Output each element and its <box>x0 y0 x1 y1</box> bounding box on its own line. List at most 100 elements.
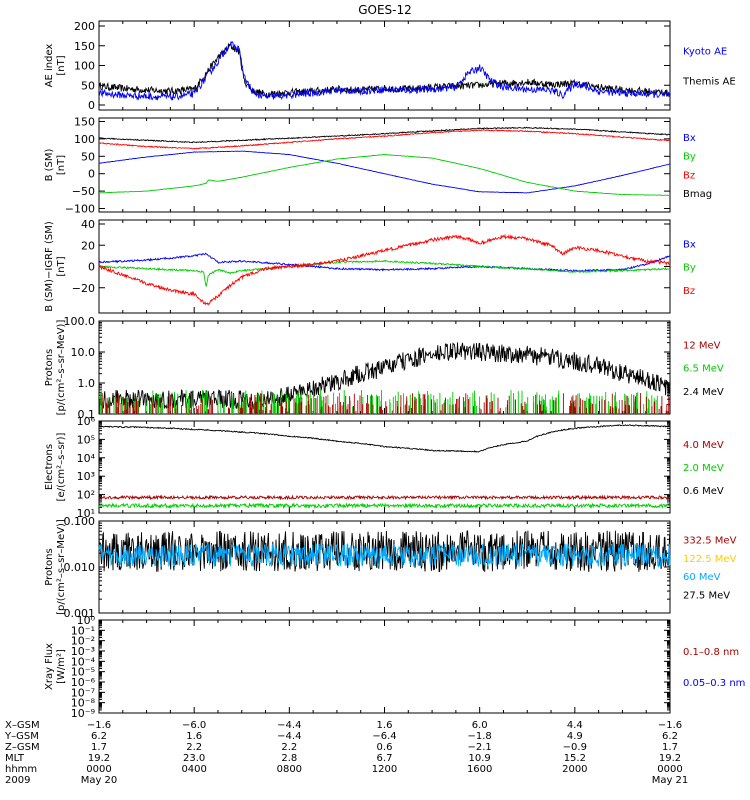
ephemeris-value: −2.1 <box>468 742 492 753</box>
series-bz <box>98 129 670 150</box>
y-tick-label: 0 <box>88 99 95 112</box>
y-tick-label: 10⁻⁷ <box>71 686 95 699</box>
ephemeris-value: 10.9 <box>469 753 491 764</box>
series-by <box>98 259 671 287</box>
panel-ae: 0 50 100 150 200 AE index [nT] Kyoto AE Themis A… <box>44 20 736 112</box>
ephemeris-value: 6.7 <box>377 753 393 764</box>
ephemeris-value: −1.6 <box>87 720 111 731</box>
ephemeris-row-label: hhmm <box>5 764 37 775</box>
y-tick-label: 10³ <box>77 470 95 483</box>
y-tick-label: 10⁻⁵ <box>71 666 95 679</box>
legend-item: 6.5 MeV <box>683 364 724 375</box>
ephemeris-row-label: Y–GSM <box>4 731 39 742</box>
y-tick-label: 100 <box>74 60 95 73</box>
ephemeris-value: −4.4 <box>277 720 301 731</box>
ephemeris-value: 2000 <box>562 764 587 775</box>
y-axis-label: B (SM)−IGRF (SM) <box>44 221 55 312</box>
ephemeris-value: 0.6 <box>377 742 393 753</box>
x-axis-ephemeris: X–GSM −1.6 −6.0 −4.4 1.6 6.0 4.4 −1.6Y–GSM 6.2 1.… <box>4 720 688 786</box>
y-tick-label: 10⁻³ <box>71 645 95 658</box>
y-tick-label: 150 <box>74 40 95 53</box>
ephemeris-row-label: 2009 <box>5 775 30 786</box>
legend-item: 4.0 MeV <box>683 440 724 451</box>
y-tick-label: 10⁻¹ <box>71 624 95 637</box>
ephemeris-value: 2.2 <box>281 742 297 753</box>
ephemeris-value: −6.4 <box>372 731 396 742</box>
y-tick-label: 10⁻⁸ <box>71 697 96 710</box>
panel-b: −100 −50 0 50 100 150 B (SM) [nT] Bx By Bz Bmag <box>44 115 712 215</box>
y-tick-label: 100 <box>74 133 95 146</box>
y-tick-label: 10⁻⁹ <box>71 707 95 720</box>
ephemeris-value: 1.7 <box>91 742 107 753</box>
ephemeris-value: 0000 <box>86 764 111 775</box>
y-axis-label: [nT] <box>56 256 67 276</box>
legend-item: Themis AE <box>682 76 736 87</box>
y-tick-label: 200 <box>74 20 95 33</box>
y-tick-label: 10¹ <box>77 507 95 520</box>
ephemeris-value: 4.9 <box>567 731 583 742</box>
ephemeris-row-label: MLT <box>5 753 25 764</box>
y-tick-label: −20 <box>72 282 95 295</box>
ephemeris-value: 19.2 <box>659 753 681 764</box>
panel-frame <box>98 117 671 213</box>
y-axis-label: Protons <box>44 349 55 386</box>
legend-item: Bz <box>683 170 695 181</box>
series-0.6-mev <box>98 424 671 453</box>
y-axis-label: Protons <box>44 548 55 585</box>
ephemeris-value: 1200 <box>372 764 397 775</box>
ephemeris-value: 0400 <box>181 764 206 775</box>
panel-frame <box>98 219 671 314</box>
y-tick-label: 0.010 <box>64 561 96 574</box>
y-axis-label: AE index <box>44 44 55 88</box>
y-tick-label: 0.1 <box>78 408 96 421</box>
y-tick-label: 10⁰ <box>77 614 96 627</box>
panel-electrons: 10¹ 10² 10³ 10⁴ 10⁵ 10⁶ Electrons [e/(cm²–s–sr)… <box>44 415 724 520</box>
series-bx <box>99 150 670 194</box>
legend-item: 27.5 MeV <box>683 591 730 602</box>
series-bmag <box>98 126 671 144</box>
ephemeris-value: 19.2 <box>88 753 110 764</box>
y-tick-label: 50 <box>81 79 95 92</box>
legend-item: 332.5 MeV <box>683 535 737 546</box>
series-12-mev <box>99 393 670 414</box>
ephemeris-value: May 20 <box>81 775 118 786</box>
ephemeris-value: 15.2 <box>564 753 586 764</box>
panel-frame <box>98 619 671 714</box>
series-bx <box>98 252 671 273</box>
legend-item: 12 MeV <box>683 340 721 351</box>
y-tick-label: −100 <box>65 203 95 216</box>
panel-dB: −20 0 20 40 B (SM)−IGRF (SM) [nT] Bx By Bz <box>44 218 696 314</box>
series-2.0-mev <box>98 502 670 510</box>
legend-item: By <box>683 263 696 274</box>
panel-frame <box>98 20 671 111</box>
legend-item: Bmag <box>683 189 712 200</box>
legend-item: 2.0 MeV <box>683 463 724 474</box>
ephemeris-value: −0.9 <box>563 742 587 753</box>
y-tick-label: 100.0 <box>64 315 96 328</box>
ephemeris-value: 1.7 <box>662 742 678 753</box>
series-bz <box>98 233 671 306</box>
ephemeris-value: −6.0 <box>182 720 206 731</box>
panel-protons_low: 0.1 1.0 10.0 100.0 Protons [p/(cm²–s–sr–MeV)]… <box>44 315 724 421</box>
series-by <box>98 154 671 196</box>
ephemeris-value: −4.4 <box>277 731 301 742</box>
legend-item: Bx <box>683 239 696 250</box>
ephemeris-value: 1600 <box>467 764 492 775</box>
series-60-mev <box>98 542 671 568</box>
y-tick-label: 0.100 <box>64 515 96 528</box>
legend-item: Kyoto AE <box>683 47 727 58</box>
y-tick-label: 0 <box>88 261 95 274</box>
y-tick-label: 20 <box>81 239 95 252</box>
ephemeris-value: 0800 <box>277 764 302 775</box>
y-tick-label: 0 <box>88 168 95 181</box>
y-tick-label: 40 <box>81 218 95 231</box>
ephemeris-value: 6.2 <box>91 731 107 742</box>
legend-item: 60 MeV <box>683 572 721 583</box>
y-tick-label: 1.0 <box>78 377 96 390</box>
ephemeris-value: 2.2 <box>186 742 202 753</box>
y-tick-label: 10⁻⁶ <box>71 676 96 689</box>
legend-item: 2.4 MeV <box>683 387 724 398</box>
ephemeris-value: May 21 <box>652 775 689 786</box>
legend-item: 0.6 MeV <box>683 486 724 497</box>
